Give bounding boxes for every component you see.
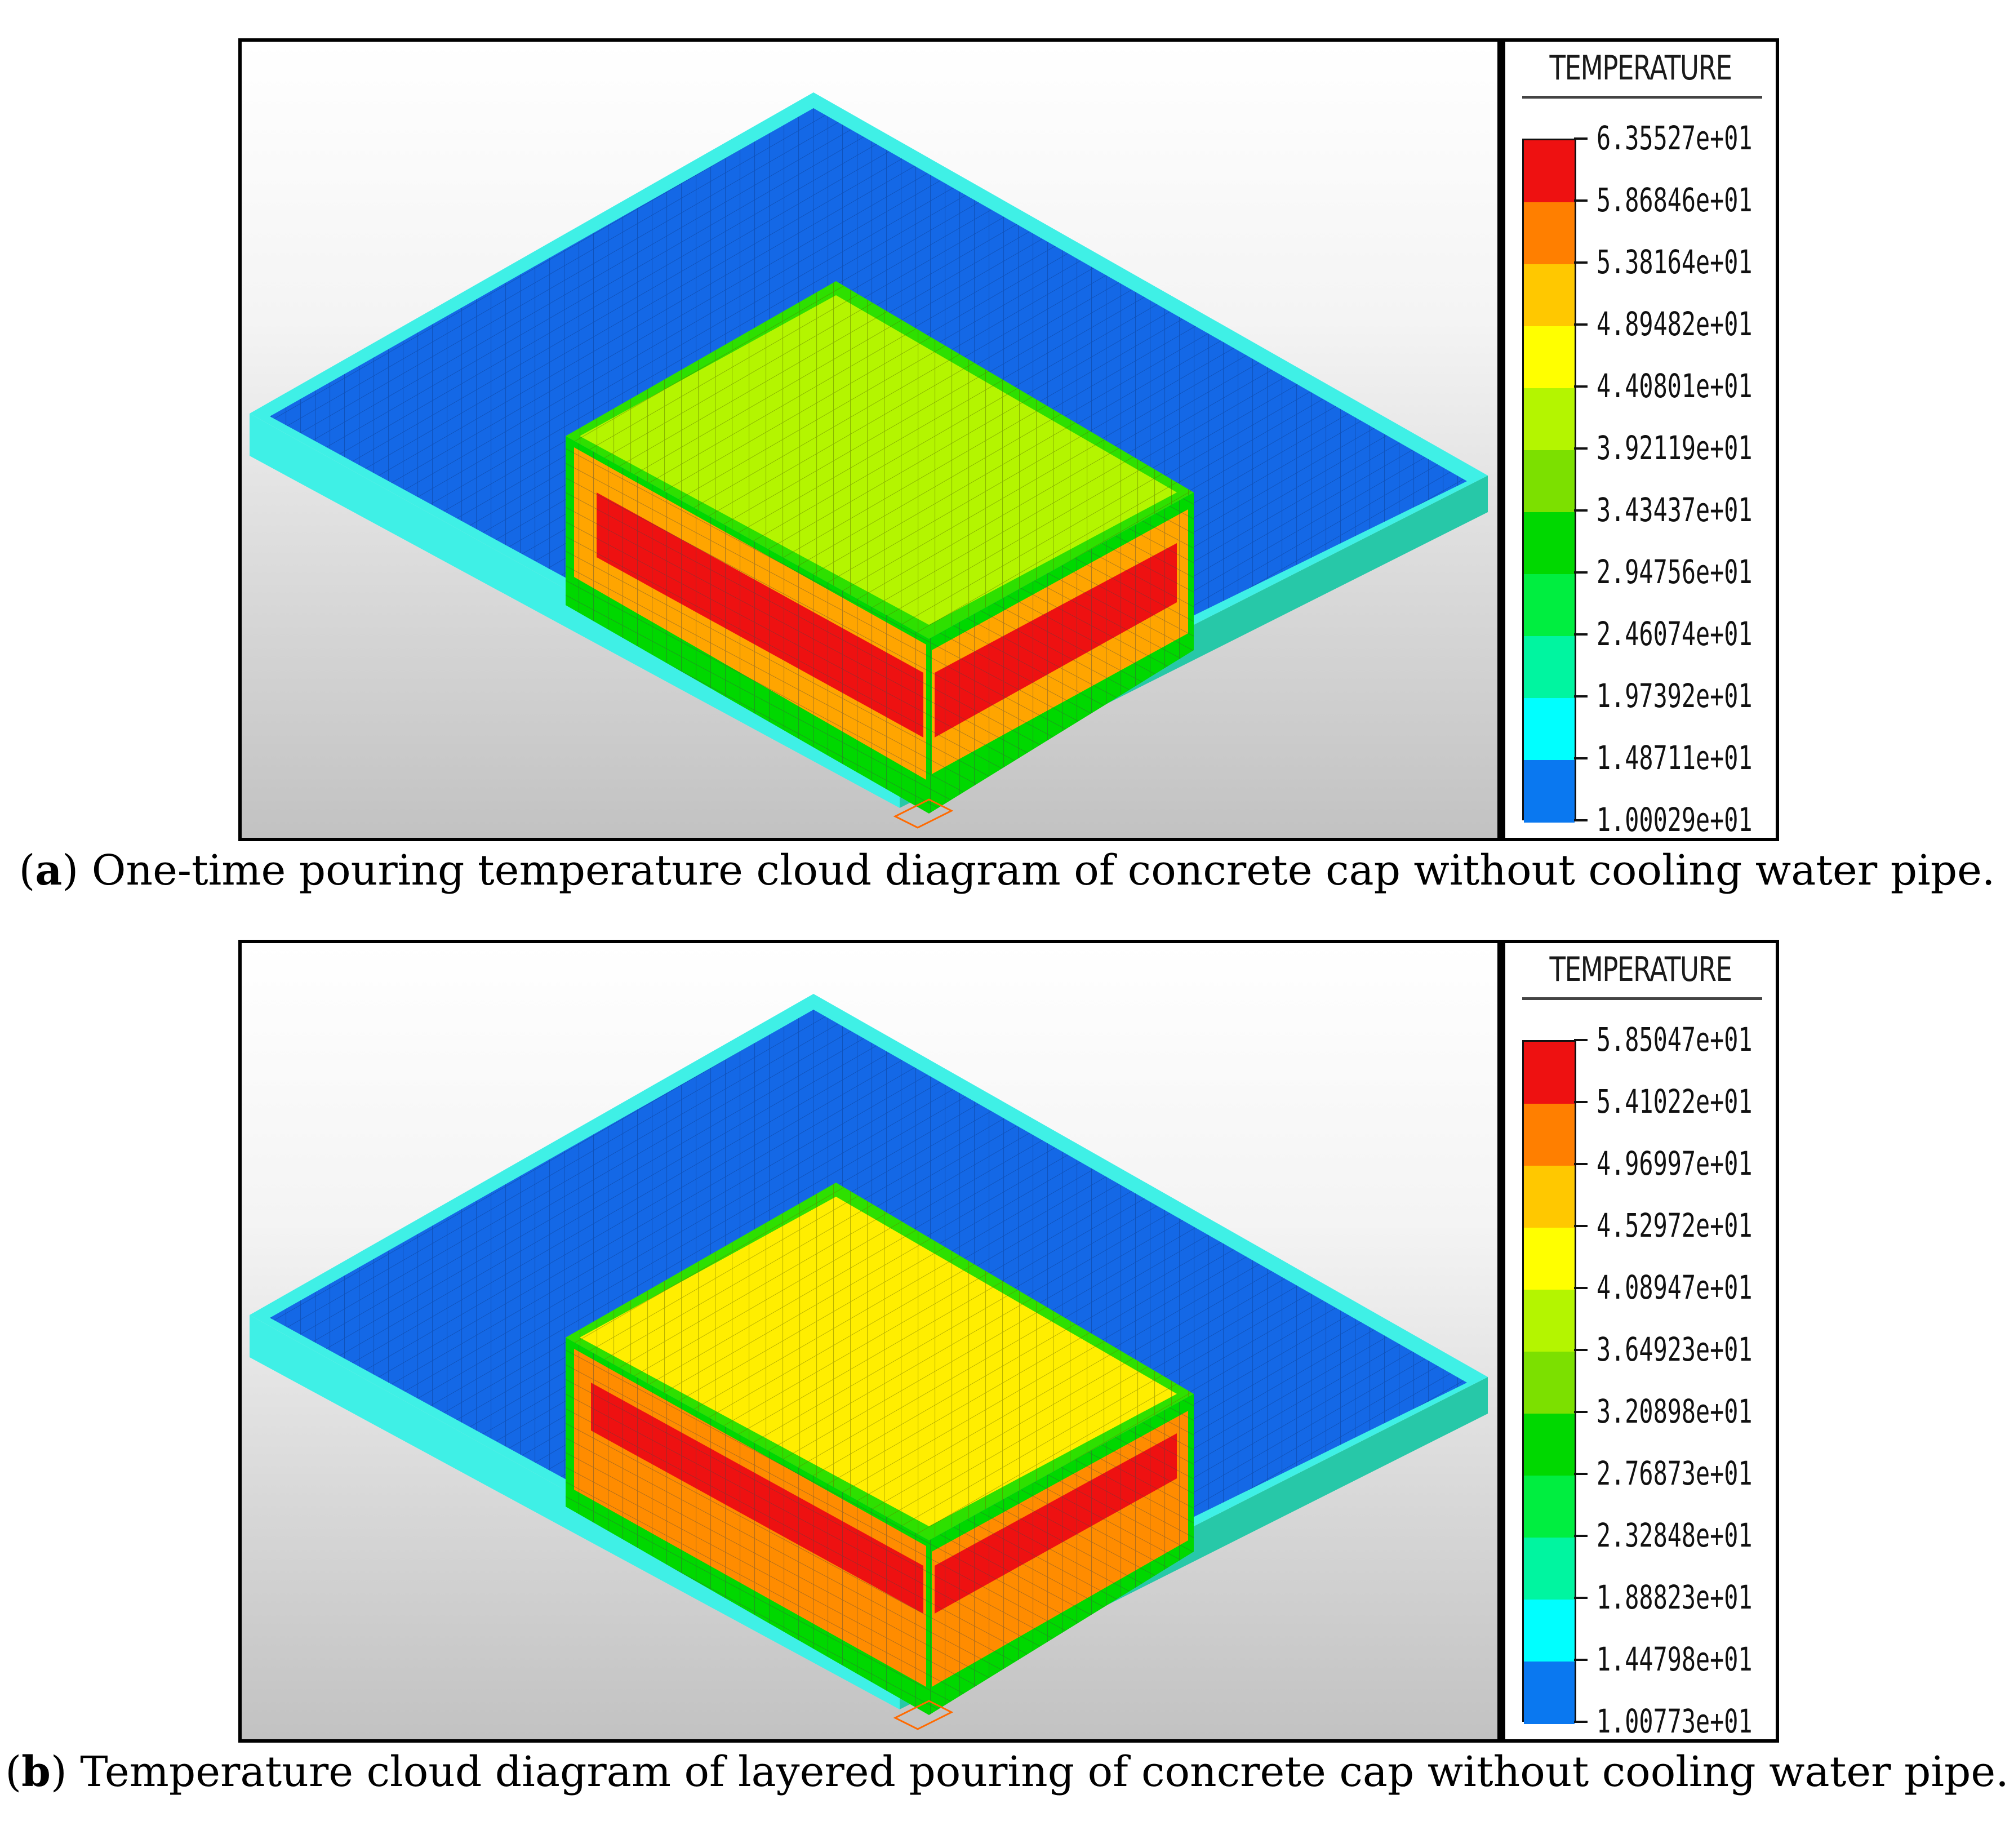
legend-value-label: 3.64923e+01 (1597, 1330, 1753, 1369)
caption-open-paren: ( (5, 1748, 22, 1796)
legend-tick (1574, 571, 1588, 574)
legend-swatch (1524, 636, 1575, 699)
caption-tag: b (21, 1748, 51, 1796)
legend-value-label: 1.88823e+01 (1597, 1578, 1753, 1616)
legend-value-label: 1.48711e+01 (1597, 739, 1753, 777)
legend-swatch (1524, 450, 1575, 513)
legend-value-label: 2.46074e+01 (1597, 615, 1753, 653)
caption-tag: a (35, 846, 63, 895)
concrete-cap-model (250, 92, 1488, 829)
legend-swatch (1524, 1538, 1575, 1600)
legend-swatch (1524, 264, 1575, 327)
legend-swatch (1524, 1104, 1575, 1166)
legend-tick (1574, 819, 1588, 821)
legend-value-label: 1.00773e+01 (1597, 1702, 1753, 1740)
legend-swatch (1524, 1600, 1575, 1662)
legend-swatch (1524, 698, 1575, 761)
legend-tick (1574, 1659, 1588, 1661)
temperature-contour-plot (238, 38, 1501, 841)
temperature-contour-plot (238, 940, 1501, 1743)
caption-text: ) One-time pouring temperature cloud dia… (62, 846, 1995, 895)
legend-tick (1574, 695, 1588, 698)
legend-value-label: 3.43437e+01 (1597, 491, 1753, 529)
figure-panel-a: TEMPERATURE 6.35527e+01 5.86846e+01 5.3816… (0, 0, 2014, 901)
legend-value-label: 4.52972e+01 (1597, 1206, 1753, 1245)
legend-value-label: 6.35527e+01 (1597, 119, 1753, 157)
legend-value-label: 1.97392e+01 (1597, 677, 1753, 715)
legend-tick (1574, 1597, 1588, 1599)
legend-swatch (1524, 388, 1575, 451)
legend-value-label: 5.38164e+01 (1597, 243, 1753, 281)
figure-caption-a: (a) One-time pouring temperature cloud d… (0, 846, 2014, 895)
legend-swatch (1524, 1476, 1575, 1538)
legend-swatch (1524, 574, 1575, 637)
legend-swatch (1524, 140, 1575, 203)
legend-swatch (1524, 512, 1575, 575)
legend-swatch (1524, 1042, 1575, 1104)
legend-value-label: 4.96997e+01 (1597, 1144, 1753, 1183)
legend-tick (1574, 199, 1588, 202)
legend-swatch (1524, 1166, 1575, 1228)
legend-value-label: 4.40801e+01 (1597, 367, 1753, 405)
legend-tick (1574, 1349, 1588, 1351)
legend-tick (1574, 261, 1588, 264)
legend-value-label: 5.41022e+01 (1597, 1082, 1753, 1121)
legend-tick (1574, 1225, 1588, 1227)
legend-color-bar (1522, 1040, 1576, 1724)
legend-tick (1574, 137, 1588, 140)
legend-tick (1574, 633, 1588, 636)
temperature-legend: TEMPERATURE 5.85047e+01 5.41022e+01 4.9699… (1501, 940, 1779, 1743)
legend-swatch (1524, 760, 1575, 823)
legend-value-label: 2.94756e+01 (1597, 553, 1753, 591)
legend-tick (1574, 1163, 1588, 1165)
legend-swatch (1524, 202, 1575, 265)
caption-open-paren: ( (19, 846, 35, 895)
legend-color-bar (1522, 139, 1576, 823)
legend-swatch (1524, 1414, 1575, 1476)
legend-tick (1574, 1101, 1588, 1103)
legend-tick (1574, 1535, 1588, 1537)
legend-tick (1574, 1411, 1588, 1413)
legend-tick (1574, 757, 1588, 759)
legend-swatch (1524, 1352, 1575, 1414)
legend-value-label: 2.76873e+01 (1597, 1454, 1753, 1492)
legend-value-label: 2.32848e+01 (1597, 1516, 1753, 1554)
legend-swatch (1524, 326, 1575, 389)
legend-value-label: 5.85047e+01 (1597, 1020, 1753, 1059)
legend-value-label: 5.86846e+01 (1597, 181, 1753, 219)
legend-value-label: 4.08947e+01 (1597, 1268, 1753, 1307)
legend-tick (1574, 1721, 1588, 1723)
legend-swatch (1524, 1662, 1575, 1724)
legend-divider (1522, 997, 1762, 1000)
legend-title: TEMPERATURE (1549, 950, 1732, 989)
figure-caption-b: (b) Temperature cloud diagram of layered… (0, 1749, 2014, 1795)
legend-tick (1574, 385, 1588, 388)
legend-value-label: 4.89482e+01 (1597, 305, 1753, 343)
legend-tick (1574, 1287, 1588, 1289)
concrete-cap-model (250, 994, 1488, 1730)
legend-value-label: 1.00029e+01 (1597, 801, 1753, 839)
legend-tick (1574, 1473, 1588, 1475)
legend-tick (1574, 447, 1588, 450)
legend-swatch (1524, 1228, 1575, 1290)
legend-value-label: 3.20898e+01 (1597, 1392, 1753, 1431)
legend-value-label: 1.44798e+01 (1597, 1640, 1753, 1678)
caption-text: ) Temperature cloud diagram of layered p… (50, 1748, 2009, 1796)
legend-tick (1574, 323, 1588, 326)
legend-tick (1574, 1039, 1588, 1041)
legend-swatch (1524, 1290, 1575, 1352)
legend-title: TEMPERATURE (1549, 48, 1732, 88)
figure-panel-b: TEMPERATURE 5.85047e+01 5.41022e+01 4.9699… (0, 901, 2014, 1803)
legend-value-label: 3.92119e+01 (1597, 429, 1753, 467)
temperature-legend: TEMPERATURE 6.35527e+01 5.86846e+01 5.3816… (1501, 38, 1779, 841)
legend-divider (1522, 96, 1762, 99)
legend-tick (1574, 509, 1588, 512)
